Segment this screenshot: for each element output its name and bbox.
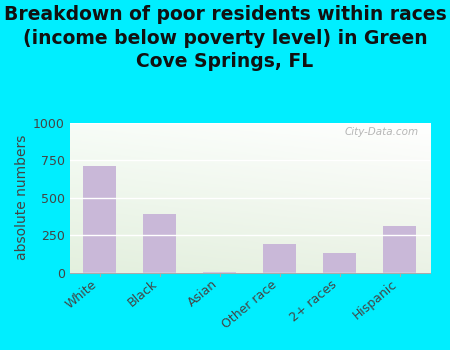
Bar [203, 272, 236, 273]
Bar [323, 253, 356, 273]
Bar [263, 244, 296, 273]
Bar [83, 166, 116, 273]
Text: Breakdown of poor residents within races
(income below poverty level) in Green
C: Breakdown of poor residents within races… [4, 5, 446, 71]
Bar [383, 226, 416, 273]
Text: City-Data.com: City-Data.com [345, 127, 419, 137]
Bar [143, 214, 176, 273]
Y-axis label: absolute numbers: absolute numbers [15, 135, 29, 260]
